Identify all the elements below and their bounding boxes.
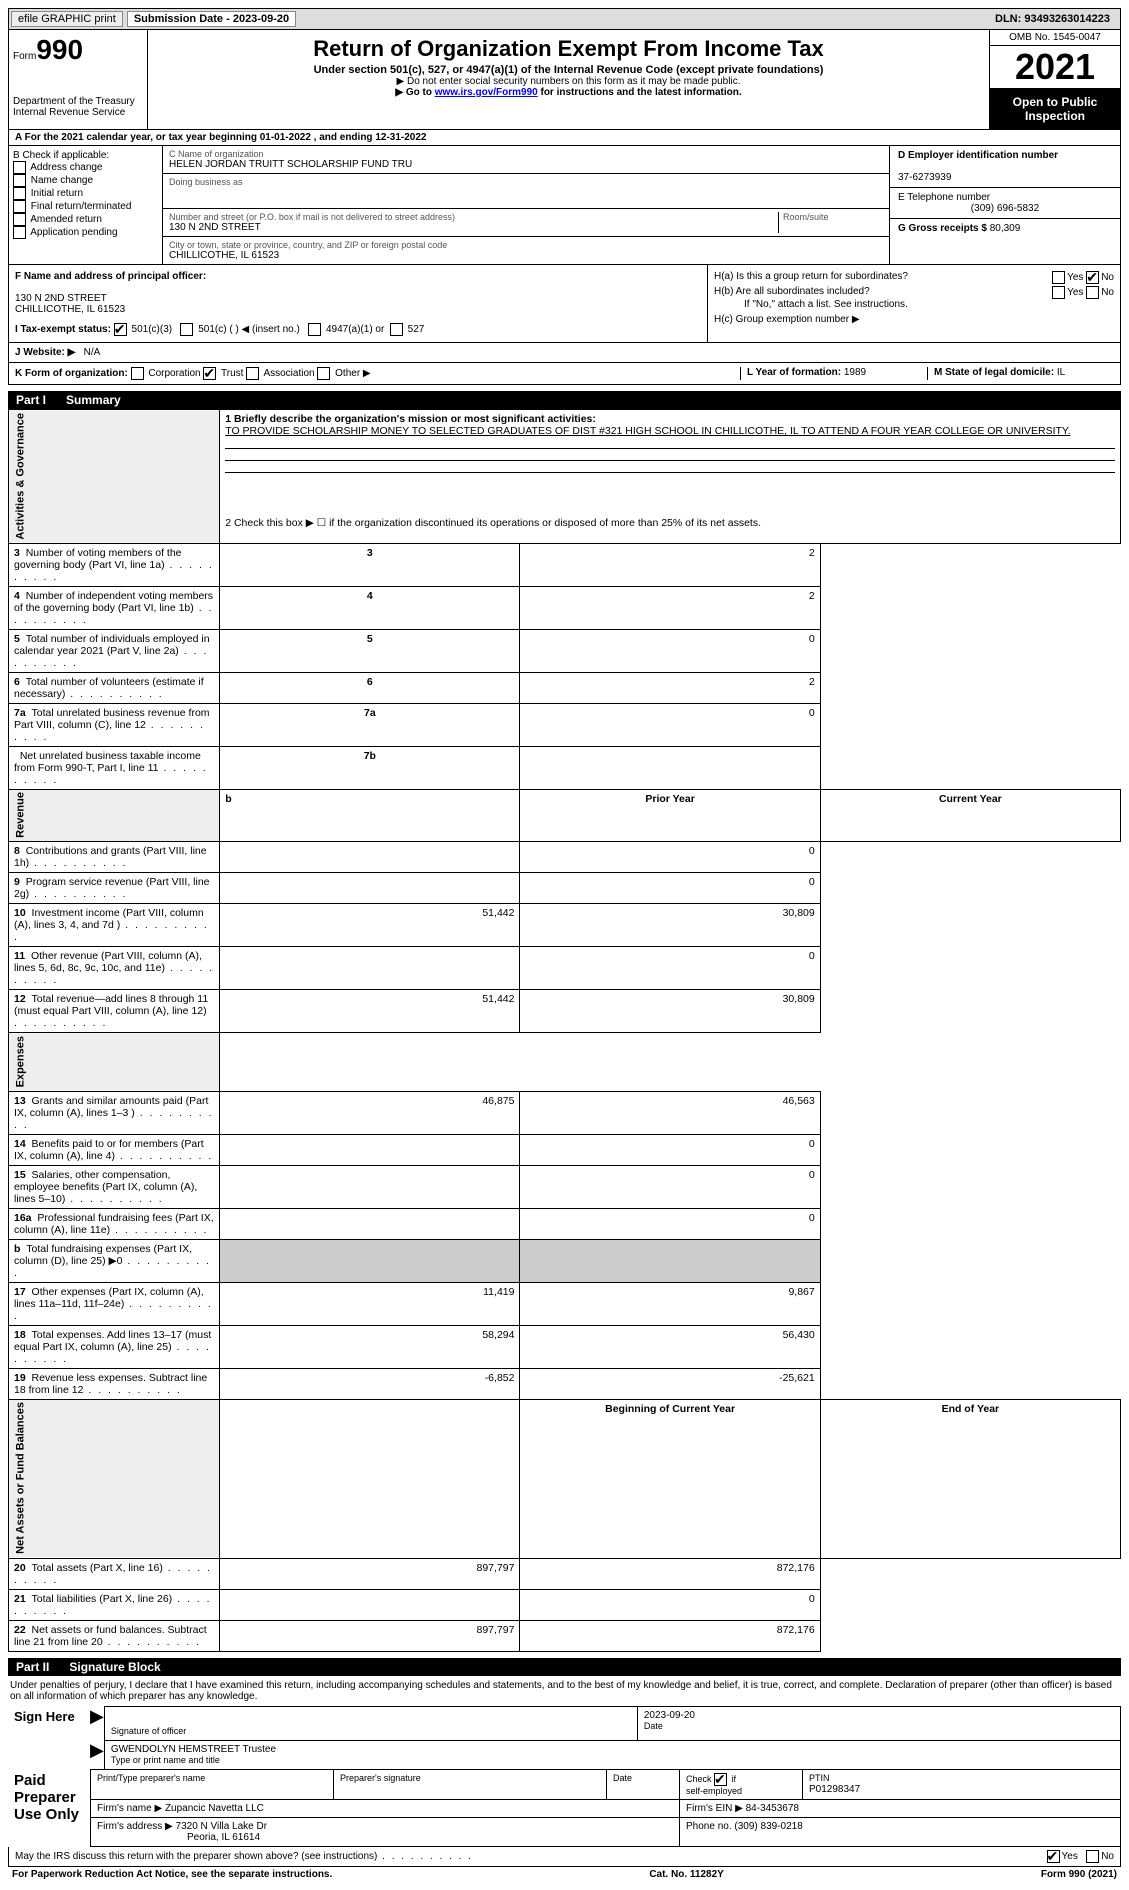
paid-preparer-label: Paid Preparer Use Only — [8, 1769, 91, 1846]
form-org-label: K Form of organization: — [15, 368, 128, 379]
sig-date: 2023-09-20 — [644, 1710, 695, 1721]
year-formation: 1989 — [844, 367, 866, 378]
officer-name: GWENDOLYN HEMSTREET Trustee — [111, 1744, 276, 1755]
trust-checkbox[interactable] — [203, 367, 216, 380]
pra-notice: For Paperwork Reduction Act Notice, see … — [12, 1869, 332, 1880]
submission-date: Submission Date - 2023-09-20 — [127, 11, 296, 27]
501c-checkbox[interactable] — [180, 323, 193, 336]
perjury-declaration: Under penalties of perjury, I declare th… — [8, 1676, 1121, 1706]
hb-no[interactable] — [1086, 286, 1099, 299]
room-label: Room/suite — [783, 212, 829, 222]
line2-discontinue: 2 Check this box ▶ ☐ if the organization… — [220, 514, 1121, 543]
summary-table: Activities & Governance 1 Briefly descri… — [8, 409, 1121, 1652]
type-name-label: Type or print name and title — [111, 1755, 220, 1765]
mission-text: TO PROVIDE SCHOLARSHIP MONEY TO SELECTED… — [225, 425, 1070, 437]
dln: DLN: 93493263014223 — [995, 13, 1118, 25]
gross-value: 80,309 — [990, 223, 1021, 234]
officer-addr1: 130 N 2ND STREET — [15, 293, 107, 304]
org-name: HELEN JORDAN TRUITT SCHOLARSHIP FUND TRU — [169, 159, 883, 170]
ein-label: D Employer identification number — [898, 150, 1058, 161]
row-a-calendar-year: A For the 2021 calendar year, or tax yea… — [8, 130, 1121, 146]
form-subtitle: Under section 501(c), 527, or 4947(a)(1)… — [152, 64, 985, 76]
org-address: 130 N 2ND STREET — [169, 222, 778, 233]
open-inspection: Open to Public Inspection — [990, 89, 1120, 129]
firm-addr2: Peoria, IL 61614 — [97, 1832, 260, 1843]
part2-header: Part II Signature Block — [8, 1658, 1121, 1676]
form-number: Form990 — [13, 34, 143, 66]
gross-label: G Gross receipts $ — [898, 223, 987, 234]
corp-checkbox[interactable] — [131, 367, 144, 380]
irs-link[interactable]: www.irs.gov/Form990 — [435, 87, 538, 98]
sidebar-revenue: Revenue — [9, 789, 220, 842]
form-header: Form990 Department of the Treasury Inter… — [8, 30, 1121, 130]
dept-treasury: Department of the Treasury — [13, 96, 143, 107]
dba-label: Doing business as — [169, 177, 883, 187]
top-bar: efile GRAPHIC print Submission Date - 20… — [8, 8, 1121, 30]
end-year-header: End of Year — [820, 1399, 1120, 1558]
sidebar-activities: Activities & Governance — [9, 410, 220, 544]
ein-value: 37-6273939 — [898, 172, 951, 183]
sign-here-label: Sign Here — [8, 1706, 90, 1769]
current-year-header: Current Year — [820, 789, 1120, 842]
colb-checkbox[interactable] — [13, 213, 26, 226]
irs-label: Internal Revenue Service — [13, 107, 143, 118]
cat-no: Cat. No. 11282Y — [649, 1869, 723, 1880]
ptin-value: P01298347 — [809, 1784, 860, 1795]
org-city: CHILLICOTHE, IL 61523 — [169, 250, 883, 261]
officer-addr2: CHILLICOTHE, IL 61523 — [15, 304, 125, 315]
assoc-checkbox[interactable] — [246, 367, 259, 380]
colb-checkbox[interactable] — [13, 161, 26, 174]
colb-checkbox[interactable] — [13, 187, 26, 200]
discuss-no[interactable] — [1086, 1850, 1099, 1863]
sig-officer-label: Signature of officer — [111, 1726, 186, 1736]
501c3-checkbox[interactable] — [114, 323, 127, 336]
firm-name: Zupancic Navetta LLC — [165, 1803, 264, 1814]
tax-status-label: I Tax-exempt status: — [15, 324, 111, 335]
addr-label: Number and street (or P.O. box if mail i… — [169, 212, 778, 222]
firm-phone: (309) 839-0218 — [734, 1821, 802, 1832]
discuss-yes[interactable] — [1047, 1850, 1060, 1863]
website-value: N/A — [84, 347, 101, 358]
efile-print-button[interactable]: efile GRAPHIC print — [11, 11, 123, 27]
form-title: Return of Organization Exempt From Incom… — [152, 36, 985, 62]
org-name-label: C Name of organization — [169, 149, 883, 159]
phone-label: E Telephone number — [898, 192, 990, 203]
may-irs-discuss: May the IRS discuss this return with the… — [15, 1851, 473, 1862]
colb-checkbox[interactable] — [13, 226, 26, 239]
prior-year-header: Prior Year — [520, 789, 820, 842]
goto-note: ▶ Go to www.irs.gov/Form990 for instruct… — [152, 87, 985, 98]
tax-year: 2021 — [990, 46, 1120, 89]
ssn-note: ▶ Do not enter social security numbers o… — [152, 76, 985, 87]
begin-year-header: Beginning of Current Year — [520, 1399, 820, 1558]
colb-checkbox[interactable] — [13, 174, 26, 187]
city-label: City or town, state or province, country… — [169, 240, 883, 250]
website-label: J Website: ▶ — [15, 347, 75, 358]
hc-label: H(c) Group exemption number ▶ — [714, 314, 1114, 325]
firm-addr1: 7320 N Villa Lake Dr — [176, 1821, 268, 1832]
firm-ein: 84-3453678 — [746, 1803, 799, 1814]
sidebar-net: Net Assets or Fund Balances — [9, 1399, 220, 1558]
state-domicile: IL — [1057, 367, 1065, 378]
ha-no[interactable] — [1086, 271, 1099, 284]
col-b-checkboxes: B Check if applicable: Address change Na… — [9, 146, 163, 264]
self-employed-checkbox[interactable] — [714, 1773, 727, 1786]
phone-value: (309) 696-5832 — [898, 203, 1112, 214]
527-checkbox[interactable] — [390, 323, 403, 336]
4947-checkbox[interactable] — [308, 323, 321, 336]
part1-header: Part I Summary — [8, 391, 1121, 409]
hb-note: If "No," attach a list. See instructions… — [714, 299, 1114, 310]
principal-officer-label: F Name and address of principal officer: — [15, 271, 206, 282]
form-footer: Form 990 (2021) — [1041, 1869, 1117, 1880]
ha-label: H(a) Is this a group return for subordin… — [714, 271, 908, 282]
sidebar-expenses: Expenses — [9, 1033, 220, 1091]
other-checkbox[interactable] — [317, 367, 330, 380]
ha-yes[interactable] — [1052, 271, 1065, 284]
omb-number: OMB No. 1545-0047 — [990, 30, 1120, 46]
date-label: Date — [644, 1721, 663, 1731]
hb-label: H(b) Are all subordinates included? — [714, 286, 870, 297]
hb-yes[interactable] — [1052, 286, 1065, 299]
colb-checkbox[interactable] — [13, 200, 26, 213]
